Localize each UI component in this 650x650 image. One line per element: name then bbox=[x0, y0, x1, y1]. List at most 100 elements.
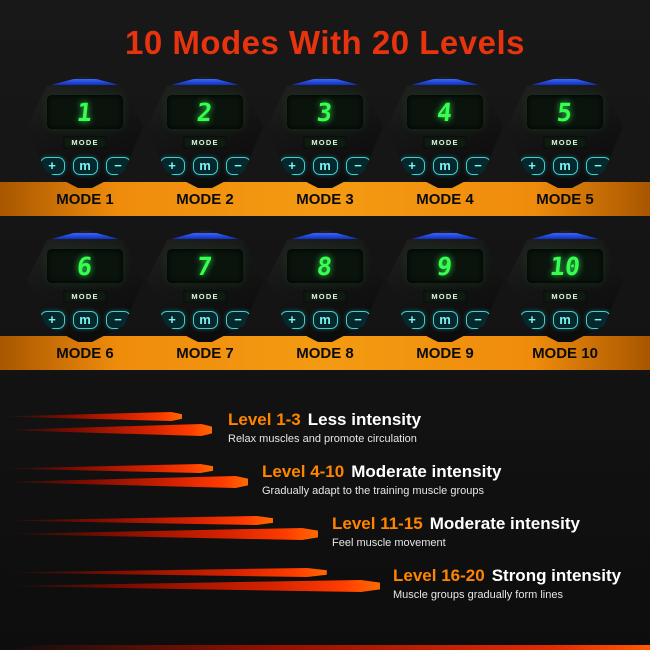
mode-mini-screen: MODE bbox=[63, 136, 107, 149]
mode-mini-label: MODE bbox=[311, 138, 339, 147]
plus-button: + bbox=[279, 311, 305, 329]
mode-mini-screen: MODE bbox=[303, 290, 347, 303]
mode-label: MODE 6 bbox=[56, 345, 114, 362]
level-text: Level 11-15 Moderate intensity Feel muscl… bbox=[332, 512, 650, 549]
mode-label: MODE 8 bbox=[296, 345, 354, 362]
mode-cell: 6 MODE + m − MODE 6 bbox=[26, 230, 144, 380]
level-text: Level 16-20 Strong intensity Muscle group… bbox=[393, 564, 650, 601]
level-intensity: Less intensity bbox=[307, 410, 422, 429]
device-number-display: 5 bbox=[526, 95, 604, 129]
minus-button: − bbox=[345, 311, 371, 329]
level-row: Level 4-10 Moderate intensity Gradually a… bbox=[0, 460, 650, 510]
device-number-display: 3 bbox=[286, 95, 364, 129]
device-buttons: + m − bbox=[519, 311, 611, 329]
device-buttons: + m − bbox=[279, 157, 371, 175]
level-row: Level 1-3 Less intensity Relax muscles an… bbox=[0, 408, 650, 458]
mode-button: m bbox=[72, 157, 98, 175]
ems-device: 7 MODE + m − bbox=[147, 230, 263, 342]
device-top-accent bbox=[51, 79, 119, 85]
level-row: Level 16-20 Strong intensity Muscle group… bbox=[0, 564, 650, 614]
device-top-accent bbox=[291, 79, 359, 85]
minus-button: − bbox=[465, 311, 491, 329]
level-text: Level 1-3 Less intensity Relax muscles an… bbox=[228, 408, 650, 445]
level-heading: Level 4-10 Moderate intensity bbox=[262, 462, 650, 482]
mode-cell: 2 MODE + m − MODE 2 bbox=[146, 76, 264, 226]
intensity-swoosh bbox=[0, 568, 380, 594]
ems-device: 10 MODE + m − bbox=[507, 230, 623, 342]
mode-mini-label: MODE bbox=[71, 138, 99, 147]
level-range: Level 11-15 bbox=[332, 514, 423, 533]
device-top-accent bbox=[291, 233, 359, 239]
level-heading: Level 1-3 Less intensity bbox=[228, 410, 650, 430]
device-buttons: + m − bbox=[399, 157, 491, 175]
mode-cell: 10 MODE + m − MODE 10 bbox=[506, 230, 624, 380]
mode-number-digit: 9 bbox=[435, 251, 455, 281]
level-range: Level 4-10 bbox=[262, 462, 345, 481]
swoosh-blade-bottom bbox=[0, 528, 318, 540]
mode-label: MODE 4 bbox=[416, 191, 474, 208]
mode-cell: 5 MODE + m − MODE 5 bbox=[506, 76, 624, 226]
swoosh-blade-bottom bbox=[0, 580, 380, 592]
mode-number-digit: 8 bbox=[315, 251, 335, 281]
device-number-display: 4 bbox=[406, 95, 484, 129]
minus-button: − bbox=[225, 157, 251, 175]
device-top-accent bbox=[51, 233, 119, 239]
device-number-display: 9 bbox=[406, 249, 484, 283]
mode-label: MODE 10 bbox=[532, 345, 598, 362]
mode-mini-label: MODE bbox=[71, 292, 99, 301]
page-title: 10 Modes With 20 Levels bbox=[124, 24, 525, 61]
level-range: Level 1-3 bbox=[228, 410, 301, 429]
mode-number-digit: 7 bbox=[195, 251, 215, 281]
ems-device: 4 MODE + m − bbox=[387, 76, 503, 188]
mode-mini-screen: MODE bbox=[303, 136, 347, 149]
mode-label: MODE 1 bbox=[56, 191, 114, 208]
mode-mini-screen: MODE bbox=[543, 290, 587, 303]
mode-button: m bbox=[312, 311, 338, 329]
bottom-accent-strip bbox=[0, 645, 650, 650]
swoosh-blade-top bbox=[0, 464, 214, 473]
level-text: Level 4-10 Moderate intensity Gradually a… bbox=[262, 460, 650, 497]
mode-label: MODE 7 bbox=[176, 345, 234, 362]
ems-device: 3 MODE + m − bbox=[267, 76, 383, 188]
level-range: Level 16-20 bbox=[393, 566, 485, 585]
mode-label: MODE 3 bbox=[296, 191, 354, 208]
mode-cell: 4 MODE + m − MODE 4 bbox=[386, 76, 504, 226]
device-row-1: 1 MODE + m − MODE 1 2 MODE + m bbox=[0, 76, 650, 226]
mode-mini-label: MODE bbox=[311, 292, 339, 301]
device-top-accent bbox=[411, 233, 479, 239]
ems-device: 8 MODE + m − bbox=[267, 230, 383, 342]
swoosh-blade-bottom bbox=[0, 424, 212, 436]
plus-button: + bbox=[279, 157, 305, 175]
mode-cell: 8 MODE + m − MODE 8 bbox=[266, 230, 384, 380]
ems-device: 5 MODE + m − bbox=[507, 76, 623, 188]
level-description: Gradually adapt to the training muscle g… bbox=[262, 485, 484, 497]
mode-mini-label: MODE bbox=[551, 138, 579, 147]
plus-button: + bbox=[399, 311, 425, 329]
mode-mini-screen: MODE bbox=[543, 136, 587, 149]
ems-device: 1 MODE + m − bbox=[27, 76, 143, 188]
swoosh-blade-top bbox=[0, 412, 183, 421]
plus-button: + bbox=[159, 311, 185, 329]
ems-device: 2 MODE + m − bbox=[147, 76, 263, 188]
swoosh-blade-top bbox=[0, 568, 327, 577]
minus-button: − bbox=[105, 311, 131, 329]
device-top-accent bbox=[531, 79, 599, 85]
device-top-accent bbox=[171, 79, 239, 85]
mode-mini-screen: MODE bbox=[423, 136, 467, 149]
mode-number-digit: 10 bbox=[548, 251, 582, 281]
mode-cell: 1 MODE + m − MODE 1 bbox=[26, 76, 144, 226]
mode-mini-label: MODE bbox=[551, 292, 579, 301]
swoosh-blade-top bbox=[0, 516, 274, 525]
level-description: Muscle groups gradually form lines bbox=[393, 589, 563, 601]
mode-cell: 3 MODE + m − MODE 3 bbox=[266, 76, 384, 226]
intensity-swoosh bbox=[0, 516, 318, 542]
mode-mini-label: MODE bbox=[431, 138, 459, 147]
device-number-display: 2 bbox=[166, 95, 244, 129]
mode-button: m bbox=[72, 311, 98, 329]
mode-button: m bbox=[552, 157, 578, 175]
mode-cell: 9 MODE + m − MODE 9 bbox=[386, 230, 504, 380]
levels-section: Level 1-3 Less intensity Relax muscles an… bbox=[0, 408, 650, 614]
mode-number-digit: 4 bbox=[435, 97, 455, 127]
mode-label: MODE 2 bbox=[176, 191, 234, 208]
device-buttons: + m − bbox=[39, 157, 131, 175]
